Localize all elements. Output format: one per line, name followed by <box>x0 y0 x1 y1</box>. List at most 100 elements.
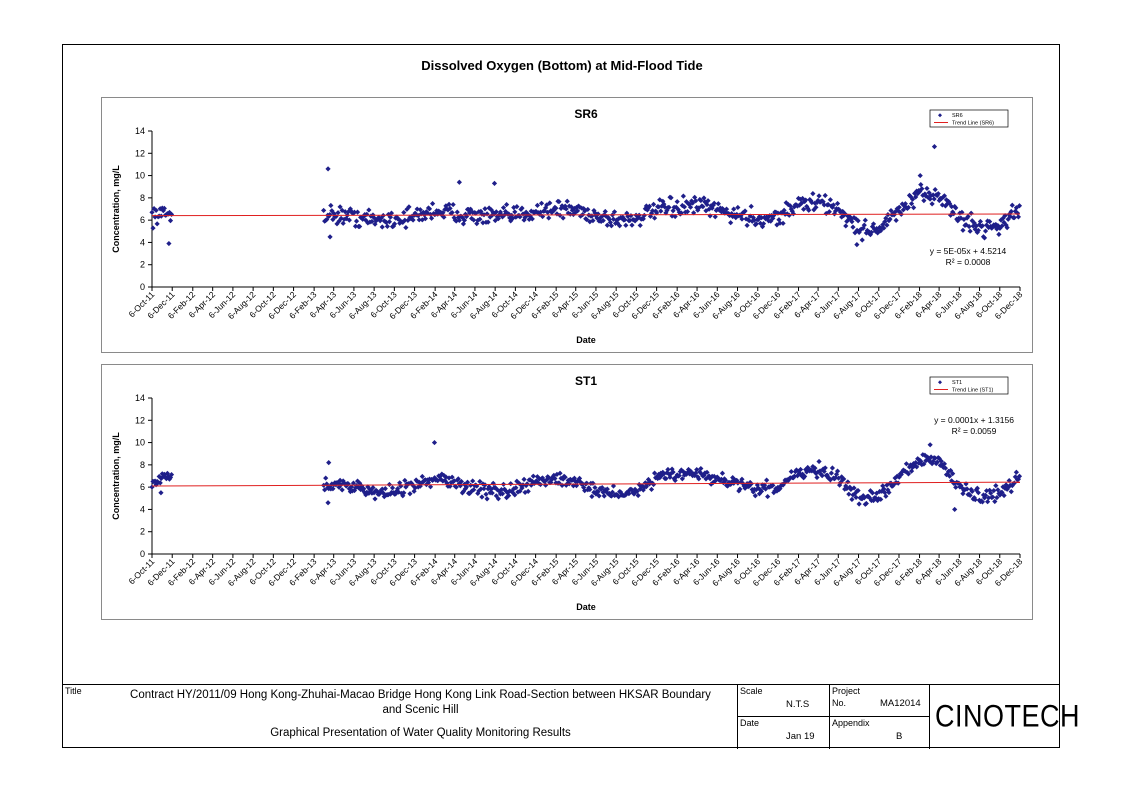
data-point <box>475 217 481 223</box>
data-point <box>432 475 438 481</box>
data-point <box>570 483 577 489</box>
y-tick-label: 10 <box>135 438 145 448</box>
data-point <box>609 489 616 495</box>
chart-st1: ST1024681012146-Oct-116-Dec-116-Feb-126-… <box>111 374 1025 612</box>
data-point <box>684 208 691 215</box>
data-point <box>679 476 685 482</box>
data-point <box>600 217 606 224</box>
data-point <box>710 202 716 208</box>
data-point <box>321 207 327 214</box>
data-point <box>338 482 344 488</box>
data-point <box>582 488 588 494</box>
data-point <box>485 219 491 225</box>
data-point <box>561 205 567 211</box>
data-point <box>407 491 413 497</box>
data-point <box>464 479 471 485</box>
data-point <box>672 213 678 220</box>
data-point <box>790 211 796 217</box>
scale-label: Scale <box>740 686 763 696</box>
data-point <box>545 209 551 215</box>
data-point <box>696 476 702 482</box>
y-axis-label: Concentration, mg/L <box>111 165 121 253</box>
y-tick-label: 0 <box>140 549 145 559</box>
chart-title: ST1 <box>575 374 597 388</box>
data-point <box>531 480 537 487</box>
data-point <box>844 218 850 225</box>
data-point <box>756 214 763 220</box>
data-point <box>650 201 657 207</box>
data-point <box>736 488 742 494</box>
data-point <box>520 211 526 217</box>
data-point <box>517 488 523 494</box>
data-point <box>874 226 880 232</box>
data-point <box>774 222 780 228</box>
data-point <box>707 213 713 219</box>
data-point <box>328 202 334 209</box>
data-point <box>449 474 455 480</box>
data-point <box>675 206 681 213</box>
data-point <box>456 481 462 487</box>
data-point <box>388 210 395 216</box>
data-point <box>722 477 729 483</box>
data-point <box>993 483 999 489</box>
data-point <box>719 470 726 476</box>
project-no-label: No. <box>832 698 847 708</box>
data-point <box>586 485 592 491</box>
data-point <box>590 480 596 486</box>
data-point <box>651 215 658 221</box>
data-point <box>491 180 498 186</box>
data-point <box>151 206 157 212</box>
data-point <box>800 471 806 477</box>
data-point <box>837 482 843 488</box>
data-point <box>820 466 826 472</box>
data-point <box>546 215 552 221</box>
data-point <box>459 214 465 221</box>
data-point <box>742 208 748 214</box>
data-point <box>336 484 342 490</box>
data-point <box>688 470 695 476</box>
data-point <box>856 229 862 235</box>
data-point <box>164 470 171 476</box>
data-point <box>816 193 822 199</box>
data-point <box>854 227 860 233</box>
data-point <box>982 228 989 234</box>
data-point <box>606 216 612 222</box>
data-point <box>985 499 991 505</box>
data-point <box>749 218 755 224</box>
data-point <box>959 485 965 491</box>
data-point <box>587 486 593 493</box>
data-point <box>952 480 958 486</box>
data-point <box>574 208 581 214</box>
data-point <box>834 468 841 474</box>
data-point <box>680 469 686 475</box>
data-point <box>538 200 545 206</box>
data-point <box>922 452 928 458</box>
data-point <box>402 217 408 223</box>
data-point <box>712 214 718 220</box>
data-point <box>512 209 518 215</box>
data-point <box>396 489 402 495</box>
data-point <box>455 476 461 482</box>
data-point <box>326 213 332 219</box>
data-point <box>637 222 643 229</box>
data-point <box>401 209 407 216</box>
data-point <box>996 231 1002 237</box>
data-point <box>905 204 912 211</box>
data-point <box>899 201 905 207</box>
data-point <box>666 204 672 210</box>
data-point <box>576 475 583 481</box>
data-point <box>657 197 663 203</box>
y-tick-label: 12 <box>135 415 145 425</box>
data-point <box>591 207 597 214</box>
data-point <box>810 190 816 197</box>
data-point <box>925 194 931 200</box>
y-tick-label: 10 <box>135 171 145 181</box>
data-point <box>776 217 782 223</box>
data-point <box>903 461 910 467</box>
data-point <box>419 217 425 223</box>
data-point <box>1013 469 1019 475</box>
legend-marker <box>938 380 942 385</box>
y-tick-label: 4 <box>140 237 145 247</box>
data-point <box>607 219 614 226</box>
legend-trend-label: Trend Line (ST1) <box>952 388 994 394</box>
